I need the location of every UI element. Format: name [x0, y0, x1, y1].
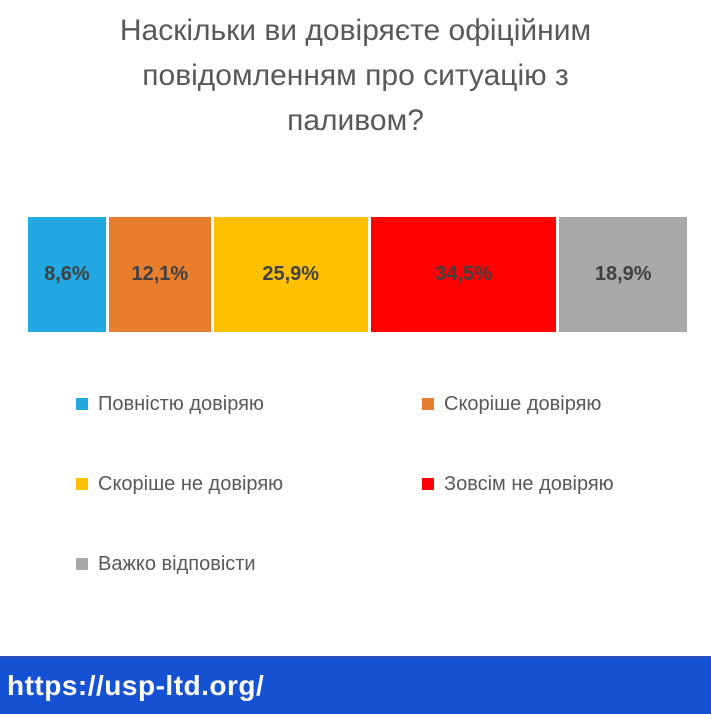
- legend-swatch-icon: [422, 398, 434, 410]
- legend-item-label: Скоріше довіряю: [444, 392, 602, 415]
- legend-item-fully-trust: Повністю довіряю: [76, 392, 422, 416]
- legend-swatch-icon: [76, 558, 88, 570]
- legend-item-label: Важко відповісти: [98, 552, 256, 575]
- bar-segment-value-label: 25,9%: [262, 263, 320, 285]
- bar-segment-value-label: 8,6%: [44, 263, 90, 285]
- bar-segment-value-label: 34,5%: [435, 263, 492, 285]
- legend-item-label: Скоріше не довіряю: [98, 472, 284, 495]
- bar-segment-fully-trust: 8,6%: [28, 217, 106, 332]
- legend-item-label: Зовсім не довіряю: [444, 472, 614, 495]
- legend-item-rather-distrust: Скоріше не довіряю: [76, 472, 422, 496]
- legend-item-hard-to-answer: Важко відповісти: [76, 552, 422, 576]
- bar-segment-value-label: 18,9%: [594, 263, 652, 285]
- footer-banner: https://usp-ltd.org/: [0, 656, 711, 714]
- bar-segment-rather-distrust: 25,9%: [213, 217, 368, 332]
- legend-item-rather-trust: Скоріше довіряю: [422, 392, 614, 416]
- legend-item-label: Повністю довіряю: [98, 392, 264, 415]
- legend-item-fully-distrust: Зовсім не довіряю: [422, 472, 614, 496]
- chart-title: Наскільки ви довіряєте офіційним повідом…: [119, 14, 592, 137]
- legend-swatch-icon: [76, 398, 88, 410]
- bar-segment-fully-distrust: 34,5%: [370, 217, 557, 332]
- footer-url-text: https://usp-ltd.org/: [7, 670, 265, 701]
- bar-segment-value-label: 12,1%: [131, 263, 189, 285]
- legend-swatch-icon: [422, 478, 434, 490]
- bar-segment-rather-trust: 12,1%: [108, 217, 211, 332]
- legend: Повністю довіряю Скоріше довіряю Скоріше…: [76, 392, 614, 632]
- legend-swatch-icon: [76, 478, 88, 490]
- stacked-bar: 8,6% 12,1% 25,9% 34,5% 18,9%: [28, 217, 687, 332]
- bar-segment-hard-to-answer: 18,9%: [559, 217, 687, 332]
